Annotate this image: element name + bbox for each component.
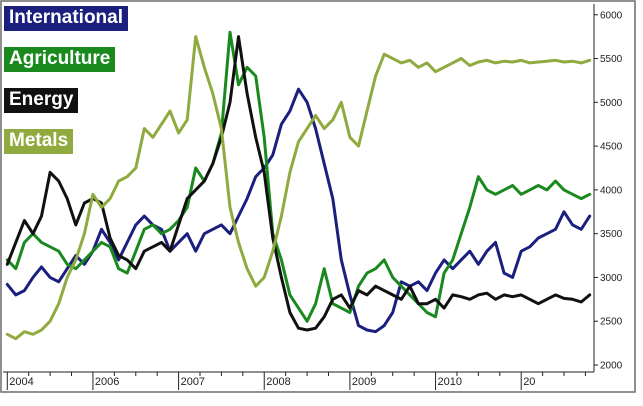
y-tick-label: 2000 [600,360,623,371]
series-layer [5,30,592,341]
series-line-energy [5,35,592,332]
series-line-metals [5,35,592,341]
y-tick-label: 5000 [600,98,623,109]
y-tick-label: 2500 [600,317,623,328]
y-tick-label: 5500 [600,54,623,65]
legend-label-international: International [4,6,129,31]
legend-label-energy: Energy [4,88,79,113]
x-tick-label: 2009 [352,376,376,388]
y-tick-label: 3000 [600,273,623,284]
x-tick-label: 2010 [438,376,462,388]
x-tick-label: 20 [523,376,535,388]
y-tick-label: 4000 [600,185,623,196]
x-axis: 2004 2006 2007 2008 2009 2010 20 [6,372,586,390]
x-tick-label: 2006 [95,376,119,388]
y-axis: 2000 2500 3000 3500 4000 4500 5000 5500 6000 [594,10,623,371]
y-tick-label: 3500 [600,229,623,240]
y-tick-label: 4500 [600,142,623,153]
x-tick-label: 2007 [181,376,205,388]
series-line-agriculture [5,30,592,323]
series-line-international [5,87,592,334]
x-tick-label: 2008 [266,376,290,388]
x-tick-label: 2004 [9,376,33,388]
legend-label-agriculture: Agriculture [4,47,116,72]
legend-label-metals: Metals [4,129,74,154]
y-tick-label: 6000 [600,10,623,21]
